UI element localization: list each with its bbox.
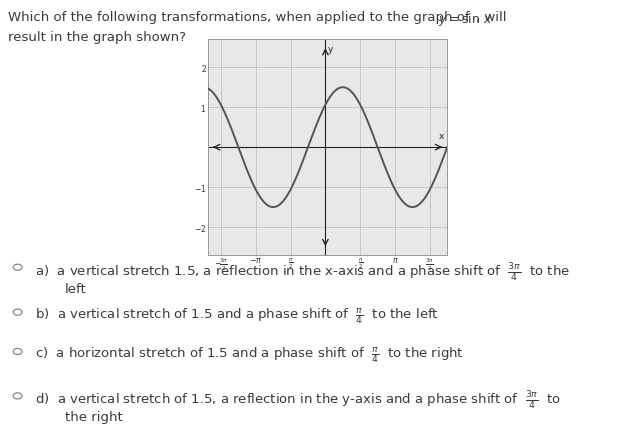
Text: x: x xyxy=(438,132,444,141)
Text: d)  a vertical stretch of 1.5, a reflection in the y-axis and a phase shift of  : d) a vertical stretch of 1.5, a reflecti… xyxy=(35,390,561,412)
Text: , will: , will xyxy=(476,11,506,24)
Text: Which of the following transformations, when applied to the graph of: Which of the following transformations, … xyxy=(8,11,473,24)
Text: b)  a vertical stretch of 1.5 and a phase shift of  $\frac{\pi}{4}$  to the left: b) a vertical stretch of 1.5 and a phase… xyxy=(35,307,438,326)
Text: c)  a horizontal stretch of 1.5 and a phase shift of  $\frac{\pi}{4}$  to the ri: c) a horizontal stretch of 1.5 and a pha… xyxy=(35,346,464,365)
Text: y: y xyxy=(328,45,333,54)
Text: result in the graph shown?: result in the graph shown? xyxy=(8,31,186,44)
Text: $y=\mathregular{sin}\ x$: $y=\mathregular{sin}\ x$ xyxy=(438,11,493,28)
Text: a)  a vertical stretch 1.5, a reflection in the x-axis and a phase shift of  $\f: a) a vertical stretch 1.5, a reflection … xyxy=(35,262,570,284)
Text: left: left xyxy=(65,283,87,296)
Text: the right: the right xyxy=(65,411,123,424)
